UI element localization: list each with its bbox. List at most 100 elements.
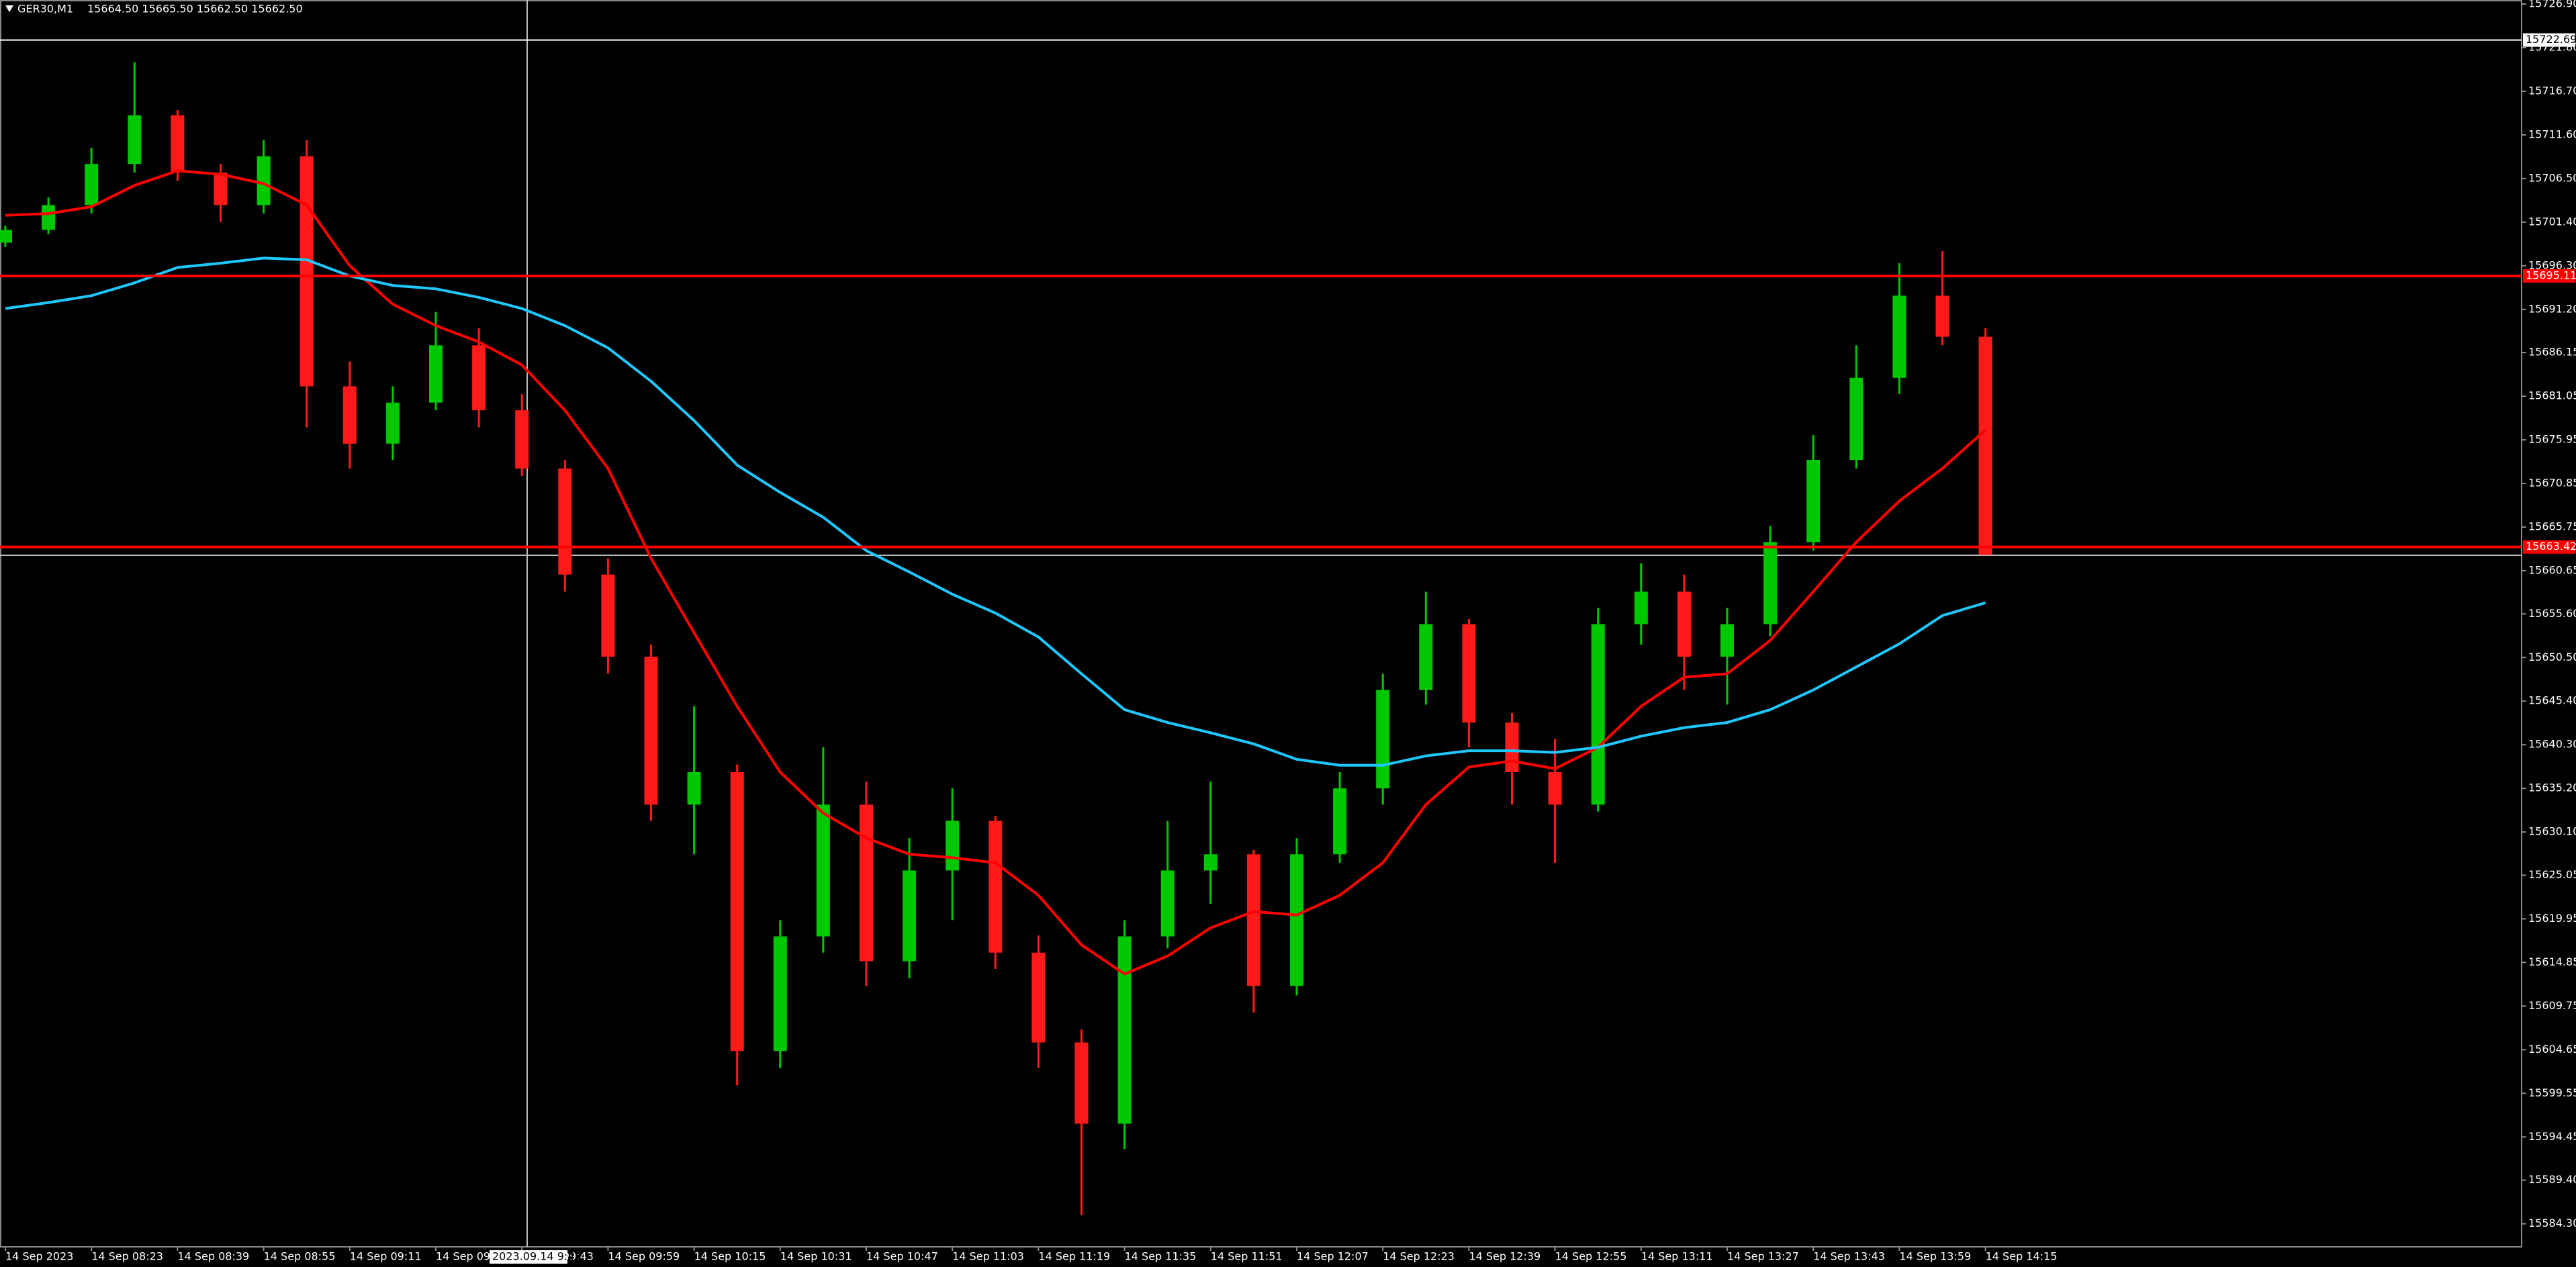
candle-body xyxy=(558,468,572,575)
candle-body xyxy=(1548,771,1562,805)
candle-body xyxy=(214,172,228,205)
x-tick-label: 14 Sep 11:19 xyxy=(1038,1250,1110,1263)
y-tick-label: 15655.60 xyxy=(2528,607,2576,620)
y-tick-label: 15701.40 xyxy=(2528,215,2576,228)
candle-body xyxy=(1419,624,1433,690)
y-tick-label: 15640.30 xyxy=(2528,738,2576,751)
candle-body xyxy=(342,386,357,444)
candle-body xyxy=(171,115,185,173)
candle-body xyxy=(1203,854,1217,871)
crosshair-label-box xyxy=(490,1250,567,1264)
candle-body xyxy=(85,164,99,205)
moving-average-line xyxy=(5,256,1986,767)
y-tick-label: 15630.10 xyxy=(2528,825,2576,838)
candle-body xyxy=(860,804,873,961)
moving-average-line xyxy=(5,169,1986,976)
x-tick-label: 14 Sep 13:11 xyxy=(1641,1250,1713,1263)
candle-body xyxy=(42,205,56,230)
y-tick-label: 15584.30 xyxy=(2528,1217,2576,1229)
candle-body xyxy=(472,345,486,411)
candle-body xyxy=(1462,624,1476,723)
candle-body xyxy=(1160,870,1175,937)
candle-body xyxy=(903,870,917,961)
candle-body xyxy=(988,820,1003,953)
price-label: 15722.69 xyxy=(2526,33,2576,46)
x-tick-label: 14 Sep 12:23 xyxy=(1383,1250,1455,1263)
x-tick-label: 14 Sep 10:31 xyxy=(780,1250,852,1263)
y-tick-label: 15696.30 xyxy=(2528,259,2576,271)
y-tick-label: 15635.20 xyxy=(2528,782,2576,794)
candle-body xyxy=(1892,295,1906,378)
crosshair-label: 2023.09.14 9:45 xyxy=(492,1250,582,1263)
x-tick-label: 14 Sep 09:59 xyxy=(608,1250,680,1263)
candle-body xyxy=(1591,624,1605,805)
candle-body xyxy=(601,574,615,657)
x-tick-label: 14 Sep 08:55 xyxy=(264,1250,336,1263)
y-tick-label: 15599.55 xyxy=(2528,1086,2576,1099)
candle-body xyxy=(1290,854,1303,986)
candle-body xyxy=(1634,592,1648,624)
candle-body xyxy=(257,156,271,205)
chart-title: GER30,M1 xyxy=(17,3,73,15)
price-label-box xyxy=(2523,269,2575,283)
y-tick-label: 15645.40 xyxy=(2528,694,2576,707)
y-tick-label: 15625.05 xyxy=(2528,868,2576,881)
candle-body xyxy=(1935,295,1949,337)
candle-body xyxy=(300,156,314,387)
y-tick-label: 15716.70 xyxy=(2528,84,2576,97)
chart-subtitle: 15664.50 15665.50 15662.50 15662.50 xyxy=(87,3,303,15)
x-tick-label: 14 Sep 2023 xyxy=(5,1250,73,1263)
candle-body xyxy=(1246,854,1260,986)
x-tick-label: 14 Sep 08:39 xyxy=(177,1250,249,1263)
menu-triangle[interactable] xyxy=(5,5,13,12)
candle-body xyxy=(946,820,960,871)
y-tick-label: 15691.20 xyxy=(2528,302,2576,315)
candle-body xyxy=(1376,690,1390,789)
y-tick-label: 15681.05 xyxy=(2528,389,2576,402)
y-tick-label: 15614.85 xyxy=(2528,955,2576,968)
x-tick-label: 14 Sep 12:55 xyxy=(1555,1250,1627,1263)
x-tick-label: 14 Sep 10:47 xyxy=(866,1250,938,1263)
y-tick-label: 15609.75 xyxy=(2528,999,2576,1012)
x-tick-label: 14 Sep 11:35 xyxy=(1125,1250,1197,1263)
candle-body xyxy=(0,230,12,243)
x-tick-label: 14 Sep 14:15 xyxy=(1986,1250,2058,1263)
candle-body xyxy=(1031,952,1046,1043)
x-tick-label: 14 Sep 13:43 xyxy=(1813,1250,1885,1263)
y-tick-label: 15589.40 xyxy=(2528,1173,2576,1186)
price-label-box xyxy=(2523,33,2575,47)
candle-body xyxy=(429,345,443,403)
candle-body xyxy=(730,771,744,1051)
candle-body xyxy=(1074,1042,1089,1124)
y-tick-label: 15665.75 xyxy=(2528,520,2576,532)
y-tick-label: 15675.95 xyxy=(2528,433,2576,446)
candle-body xyxy=(1720,624,1734,657)
candle-body xyxy=(1806,459,1821,543)
plot-frame xyxy=(0,0,2522,1248)
price-label: 15663.42 xyxy=(2526,540,2576,553)
candle-body xyxy=(1677,592,1691,657)
candle-body xyxy=(1333,788,1347,855)
y-tick-label: 15604.65 xyxy=(2528,1043,2576,1055)
candle-body xyxy=(515,410,529,469)
candle-body xyxy=(1978,336,1992,555)
y-tick-label: 15670.85 xyxy=(2528,477,2576,489)
y-tick-label: 15660.65 xyxy=(2528,563,2576,576)
candle-body xyxy=(644,656,658,805)
y-tick-label: 15594.45 xyxy=(2528,1130,2576,1143)
candle-body xyxy=(128,115,142,165)
y-tick-label: 15706.50 xyxy=(2528,171,2576,184)
x-tick-label: 14 Sep 13:27 xyxy=(1727,1250,1799,1263)
price-label-box xyxy=(2523,540,2575,554)
candle-body xyxy=(1849,377,1864,460)
y-tick-label: 15619.95 xyxy=(2528,912,2576,925)
x-tick-label: 14 Sep 11:03 xyxy=(952,1250,1024,1263)
candle-body xyxy=(385,402,400,444)
candle-body xyxy=(1505,722,1519,772)
x-tick-label: 14 Sep 13:59 xyxy=(1899,1250,1971,1263)
candle-body xyxy=(816,804,830,937)
candle-body xyxy=(1763,542,1778,624)
y-tick-label: 15650.50 xyxy=(2528,651,2576,663)
